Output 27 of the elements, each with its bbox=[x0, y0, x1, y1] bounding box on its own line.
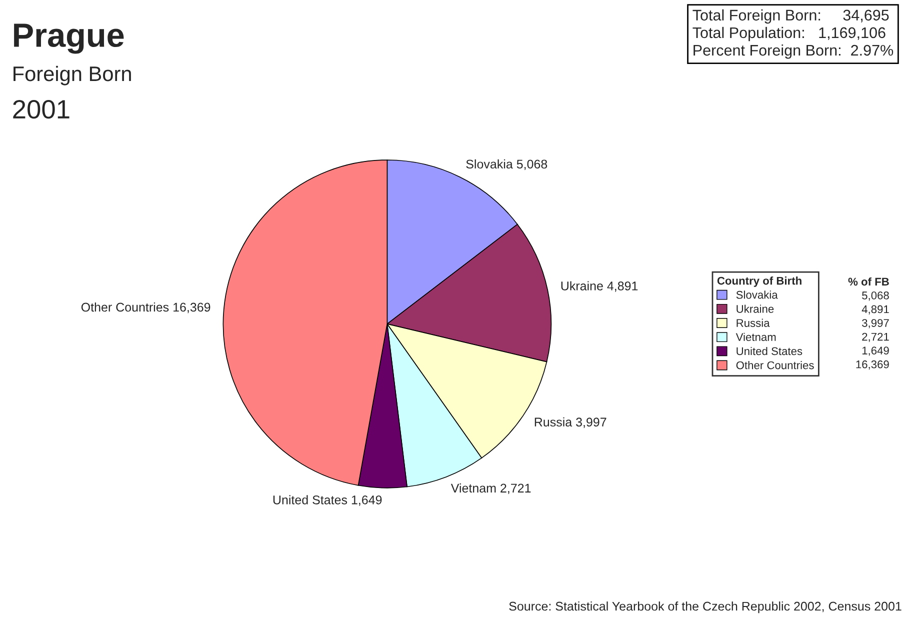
legend-label: Russia bbox=[736, 318, 770, 327]
category-label: Other Countries 16,369 bbox=[81, 302, 210, 314]
data-label: 2,721 bbox=[862, 332, 889, 342]
text: Percent Foreign Born: 2.97% bbox=[694, 44, 894, 59]
chart-title: Prague bbox=[14, 24, 124, 54]
legend-label: Vietnam bbox=[736, 332, 776, 342]
category-label: Russia 3,997 bbox=[534, 417, 606, 428]
text: Total Foreign Born: 34,695 bbox=[692, 9, 889, 24]
data-label: 1,649 bbox=[862, 346, 889, 356]
data-label: 3,997 bbox=[862, 319, 889, 328]
category-label: United States 1,649 bbox=[273, 495, 382, 506]
legend-label: Slovakia bbox=[736, 290, 778, 299]
text: % of FB bbox=[848, 277, 889, 286]
category-label: Ukraine 4,891 bbox=[561, 281, 638, 292]
data-label: 16,369 bbox=[856, 360, 889, 370]
text: Total Population: 1,169,106 bbox=[692, 26, 886, 42]
category-label: Slovakia 5,068 bbox=[466, 159, 548, 170]
text: 2001 bbox=[13, 100, 70, 119]
chart-subtitle: Foreign Born bbox=[14, 66, 131, 86]
source-note: Source: Statistical Yearbook of the Czech Republic 2002, Census 2001 bbox=[509, 601, 902, 614]
category-label: Vietnam 2,721 bbox=[450, 483, 531, 494]
data-label: 4,891 bbox=[862, 305, 889, 314]
legend-label: Ukraine bbox=[736, 304, 774, 313]
legend-title: Country of Birth bbox=[717, 276, 802, 287]
data-label: 5,068 bbox=[862, 292, 889, 301]
legend-label: Other Countries bbox=[736, 361, 814, 370]
legend-label: United States bbox=[736, 346, 802, 356]
